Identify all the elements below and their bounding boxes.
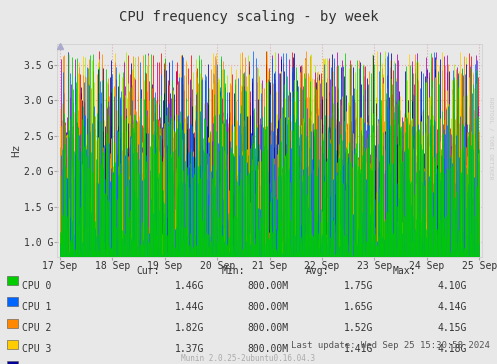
Text: 4.10G: 4.10G: [438, 281, 467, 291]
Text: 800.00M: 800.00M: [247, 302, 288, 312]
Text: 4.14G: 4.14G: [438, 302, 467, 312]
Text: Cur:: Cur:: [137, 266, 160, 276]
Text: CPU frequency scaling - by week: CPU frequency scaling - by week: [119, 10, 378, 24]
Text: Munin 2.0.25-2ubuntu0.16.04.3: Munin 2.0.25-2ubuntu0.16.04.3: [181, 353, 316, 363]
Text: 800.00M: 800.00M: [247, 344, 288, 354]
Text: 1.52G: 1.52G: [343, 323, 373, 333]
Text: 800.00M: 800.00M: [247, 323, 288, 333]
Text: CPU 2: CPU 2: [22, 323, 52, 333]
Text: 1.46G: 1.46G: [174, 281, 204, 291]
Text: Avg:: Avg:: [306, 266, 329, 276]
Text: CPU 1: CPU 1: [22, 302, 52, 312]
Text: Min:: Min:: [221, 266, 245, 276]
Text: 1.75G: 1.75G: [343, 281, 373, 291]
Text: 1.82G: 1.82G: [174, 323, 204, 333]
Text: 1.37G: 1.37G: [174, 344, 204, 354]
Text: CPU 0: CPU 0: [22, 281, 52, 291]
Text: Last update: Wed Sep 25 15:30:58 2024: Last update: Wed Sep 25 15:30:58 2024: [291, 341, 490, 350]
Y-axis label: Hz: Hz: [11, 143, 21, 157]
Text: 4.15G: 4.15G: [438, 323, 467, 333]
Text: 800.00M: 800.00M: [247, 281, 288, 291]
Text: 1.65G: 1.65G: [343, 302, 373, 312]
Text: Max:: Max:: [393, 266, 416, 276]
Text: 4.18G: 4.18G: [438, 344, 467, 354]
Text: RRDTOOL / TOBI OETIKER: RRDTOOL / TOBI OETIKER: [489, 97, 494, 179]
Text: CPU 3: CPU 3: [22, 344, 52, 354]
Text: 1.44G: 1.44G: [174, 302, 204, 312]
Text: 1.41G: 1.41G: [343, 344, 373, 354]
